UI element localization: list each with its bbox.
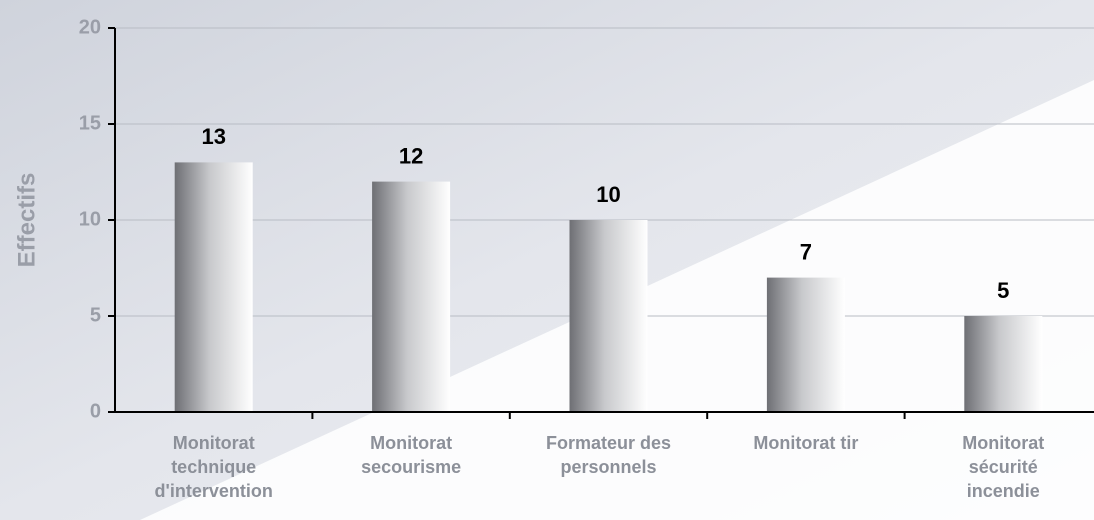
y-tick-label: 20 <box>79 16 101 38</box>
bar <box>766 277 845 412</box>
x-tick-label: Formateur des personnels <box>546 433 671 477</box>
y-tick-label: 10 <box>79 208 101 230</box>
value-label: 5 <box>997 278 1009 303</box>
x-tick-label: Monitorat secourisme <box>361 433 461 477</box>
x-tick-label: Monitorat technique d'intervention <box>155 433 273 501</box>
y-tick-label: 0 <box>90 400 101 422</box>
y-tick-label: 5 <box>90 304 101 326</box>
y-axis-label: Effectifs <box>13 173 40 268</box>
bar <box>569 220 648 412</box>
value-label: 12 <box>399 143 423 168</box>
value-label: 10 <box>596 182 620 207</box>
value-label: 7 <box>800 239 812 264</box>
x-tick-label: Monitorat tir <box>753 433 858 453</box>
value-label: 13 <box>201 124 225 149</box>
y-tick-label: 15 <box>79 112 101 134</box>
bar <box>174 162 253 412</box>
x-tick-label: Monitorat sécurité incendie <box>962 433 1044 501</box>
bar <box>964 316 1043 412</box>
bar <box>372 181 451 412</box>
